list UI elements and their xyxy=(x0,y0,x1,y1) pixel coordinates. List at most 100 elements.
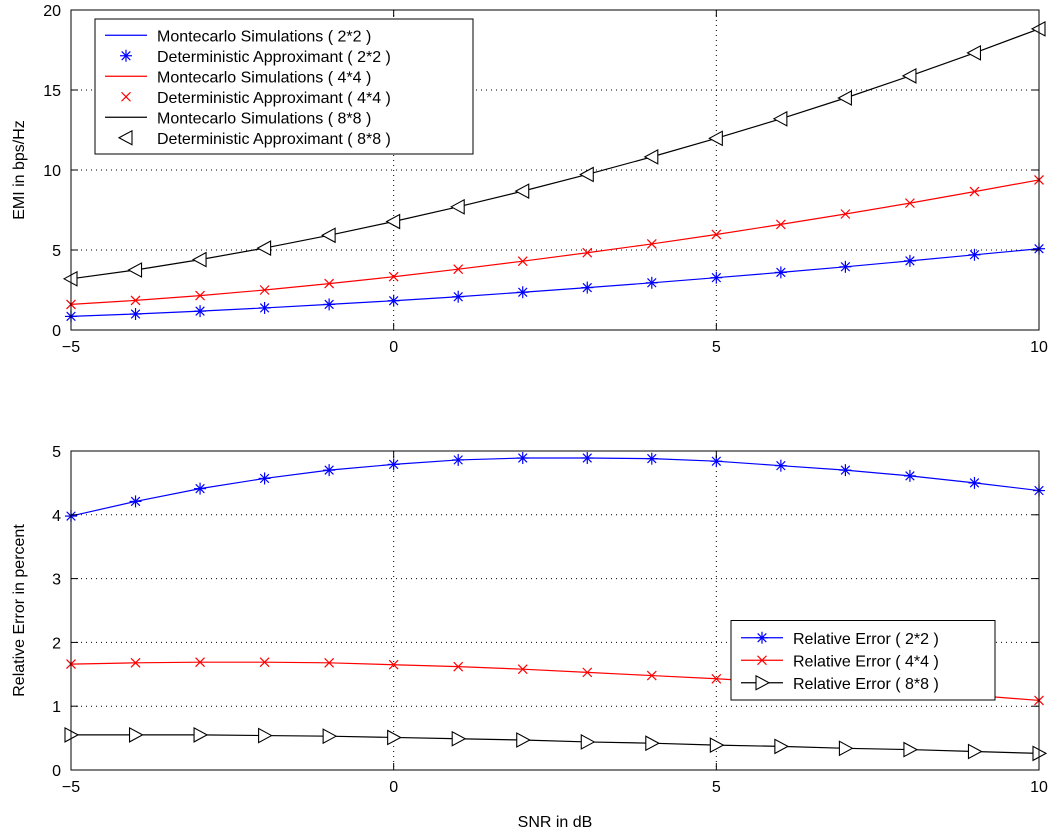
series-1-marker xyxy=(710,271,723,284)
series-0-line xyxy=(70,248,1040,317)
y-tick-label: 1 xyxy=(52,699,61,716)
series-5-marker xyxy=(191,251,207,268)
y-tick-label: 15 xyxy=(43,83,61,100)
y-tick-label: 20 xyxy=(43,3,61,20)
series-5-marker xyxy=(643,148,659,165)
series-0-marker xyxy=(387,458,400,471)
series-0-marker xyxy=(774,459,787,472)
series-3-marker xyxy=(195,290,205,301)
series-1-marker xyxy=(258,301,271,314)
legend-label: Deterministic Approximant ( 8*8 ) xyxy=(157,131,391,148)
legend-label: Montecarlo Simulations ( 8*8 ) xyxy=(157,110,371,127)
series-1-marker xyxy=(130,657,141,668)
series-1-marker xyxy=(388,659,399,670)
legend-swatch-marker xyxy=(121,91,131,102)
series-5-marker xyxy=(837,90,852,106)
x-tick-label: 0 xyxy=(389,779,398,796)
series-3-marker xyxy=(969,186,980,197)
series-2-marker xyxy=(387,729,402,746)
series-1-marker xyxy=(195,657,205,668)
series-1-marker xyxy=(324,657,335,668)
series-2-marker xyxy=(709,737,725,754)
y-tick-label: 0 xyxy=(52,323,61,340)
series-1-marker xyxy=(194,305,207,318)
series-5-marker xyxy=(514,183,530,200)
y-tick-label: 2 xyxy=(52,635,61,652)
series-1-marker xyxy=(711,673,722,684)
y-tick-label: 5 xyxy=(52,444,61,461)
y-tick-label: 4 xyxy=(52,508,61,525)
series-2-marker xyxy=(967,743,983,760)
series-0-marker xyxy=(968,476,981,489)
axes-frame xyxy=(70,450,1040,771)
series-2-marker xyxy=(516,732,531,748)
series-3-marker xyxy=(259,285,270,295)
series-0-marker xyxy=(452,453,465,466)
series-1-marker xyxy=(839,260,852,273)
series-2-marker xyxy=(193,726,209,743)
series-0-marker xyxy=(903,469,916,482)
x-tick-label: 10 xyxy=(1030,779,1048,796)
series-0-marker xyxy=(129,495,142,508)
legend-swatch-marker xyxy=(756,631,768,644)
legend-swatch-marker xyxy=(117,129,133,146)
legend-label: Relative Error ( 8*8 ) xyxy=(793,676,939,693)
series-5-marker xyxy=(966,44,982,61)
series-2-marker xyxy=(451,730,467,747)
series-3-marker xyxy=(453,264,464,275)
series-5-marker xyxy=(256,240,272,257)
legend-label: Relative Error ( 4*4 ) xyxy=(793,653,939,670)
series-2-marker xyxy=(838,740,854,757)
series-3-marker xyxy=(130,295,141,306)
series-4-line xyxy=(70,28,1040,280)
series-0-marker xyxy=(516,452,529,465)
series-2-marker xyxy=(580,734,596,750)
series-1-marker xyxy=(582,667,593,678)
series-0-marker xyxy=(194,482,207,495)
legend-label: Deterministic Approximant ( 2*2 ) xyxy=(157,49,391,66)
series-5-marker xyxy=(450,198,465,215)
series-0-marker xyxy=(323,464,336,477)
series-1-marker xyxy=(645,276,658,289)
x-tick-label: 10 xyxy=(1030,339,1048,356)
legend-label: Relative Error ( 2*2 ) xyxy=(793,631,939,648)
series-1-marker xyxy=(452,290,465,303)
series-3-marker xyxy=(775,219,786,230)
legend-label: Deterministic Approximant ( 4*4 ) xyxy=(157,90,391,107)
y-tick-label: 5 xyxy=(52,243,61,260)
series-0-marker xyxy=(581,452,594,465)
series-3-marker xyxy=(646,238,657,249)
legend-box xyxy=(94,18,474,155)
series-3-marker xyxy=(388,271,399,282)
series-2-line xyxy=(71,734,1040,755)
series-1-marker xyxy=(516,286,529,299)
series-1-marker xyxy=(453,661,464,672)
series-2-marker xyxy=(322,728,338,745)
series-5-marker xyxy=(385,213,401,230)
series-2-marker xyxy=(903,741,919,758)
x-tick-label: −5 xyxy=(62,779,80,796)
series-1-marker xyxy=(259,657,270,668)
series-5-marker xyxy=(708,130,723,147)
legend-swatch-marker xyxy=(755,674,771,691)
x-tick-label: 5 xyxy=(712,339,721,356)
x-tick-label: −5 xyxy=(62,339,80,356)
y-tick-label: 3 xyxy=(52,572,61,589)
series-5-marker xyxy=(901,67,917,84)
series-5-marker xyxy=(320,227,336,244)
legend-swatch-marker xyxy=(757,655,767,666)
series-0-marker xyxy=(839,464,852,477)
series-5-marker xyxy=(772,110,788,127)
series-2-marker xyxy=(774,738,790,755)
series-2-marker xyxy=(258,727,273,744)
series-0-marker xyxy=(645,452,658,465)
y-axis-label: Relative Error in percent xyxy=(11,524,28,697)
series-1-marker xyxy=(387,294,400,307)
series-1-marker xyxy=(323,298,336,311)
y-tick-label: 0 xyxy=(52,763,61,780)
series-1-marker xyxy=(968,248,981,261)
series-3-marker xyxy=(711,229,722,240)
